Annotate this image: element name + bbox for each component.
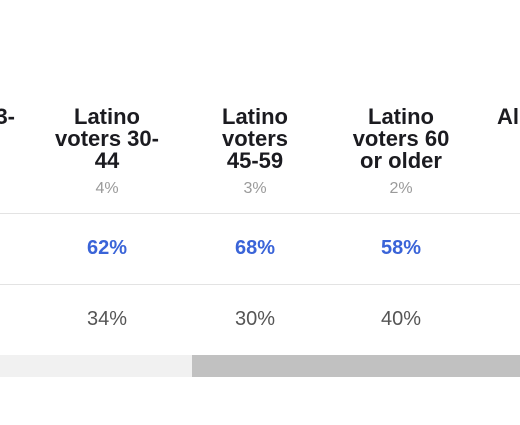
row-divider	[0, 213, 520, 214]
table-cell-row-1: 68%	[234, 237, 276, 259]
table-column-voters-45-59: Latino voters 45-59 3% 68% 30%	[181, 0, 329, 340]
column-header: 3-	[0, 104, 15, 129]
table-column-partial-left: 3-	[0, 0, 15, 340]
column-header: Latino voters 30- 44	[55, 104, 159, 173]
table-column-partial-right: All	[497, 0, 520, 340]
column-share: 3%	[243, 180, 267, 197]
column-header: Latino voters 45-59	[221, 104, 289, 173]
table-column-voters-30-44: Latino voters 30- 44 4% 62% 34%	[33, 0, 181, 340]
table-cell-row-2: 34%	[86, 308, 128, 330]
table-cell-row-2: 30%	[234, 308, 276, 330]
column-header: Latino voters 60 or older	[352, 104, 450, 173]
column-header: All	[497, 104, 520, 129]
column-share: 2%	[389, 180, 413, 197]
column-share: 4%	[95, 180, 119, 197]
table-cell-row-1: 58%	[380, 237, 422, 259]
horizontal-scrollbar-thumb[interactable]	[192, 355, 520, 377]
row-divider	[0, 284, 520, 285]
table-cell-row-1: 62%	[86, 237, 128, 259]
table-cell-row-2: 40%	[380, 308, 422, 330]
table-column-voters-60-plus: Latino voters 60 or older 2% 58% 40%	[327, 0, 475, 340]
